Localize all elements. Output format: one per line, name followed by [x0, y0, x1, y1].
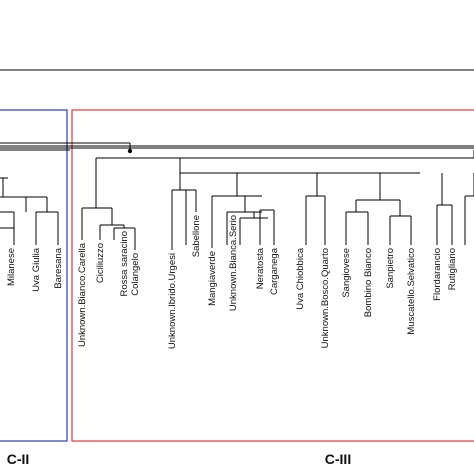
leaf-label: Baresana — [53, 247, 64, 288]
leaf-label: Rutigliano — [447, 248, 458, 290]
leaf-label: Carganega — [269, 247, 280, 295]
leaf-label: Milanese — [6, 248, 17, 286]
leaf-label: Sabellone — [191, 215, 202, 257]
c2-branches — [0, 177, 59, 245]
leaf-label: Bombino Bianco — [363, 248, 374, 317]
cluster-box-c3 — [71, 109, 474, 442]
group-label-c2: C-II — [7, 451, 30, 467]
leaf-label: Mangiaverde — [207, 251, 218, 306]
leaf-label: Unknown.Ibrido.Urgesi — [167, 253, 178, 349]
c3-leaf-labels: Unknown.Bianco.Carella Ciciliuzzo Rossa … — [77, 215, 458, 349]
c2-leaf-labels: Milanese Uva Giulia Baresana — [6, 247, 64, 292]
leaf-label: Rossa saracino — [119, 231, 130, 296]
leaf-label: Unknown.Bianca.Serio — [228, 215, 239, 311]
c3-branches — [81, 150, 474, 250]
leaf-label: Uva Giulia — [31, 247, 42, 292]
root-node-marker — [127, 148, 133, 154]
upper-branches — [0, 142, 474, 151]
leaf-label: Neratosta — [255, 247, 266, 289]
leaf-label: Flordarancio — [432, 248, 443, 301]
leaf-label: Colangelo — [130, 253, 141, 296]
cluster-box-c2 — [0, 109, 68, 442]
leaf-label: Sanpietro — [385, 248, 396, 289]
leaf-label: Unknown.Bianco.Carella — [77, 242, 88, 347]
leaf-label: Muscatello.Selvatico — [406, 248, 417, 335]
leaf-label: Ciciliuzzo — [95, 243, 106, 283]
group-label-c3: C-III — [325, 451, 351, 467]
leaf-label: Sangiovese — [341, 248, 352, 298]
leaf-label: Uva Chiobbica — [295, 247, 306, 309]
leaf-label: Unknown.Bosco.Quarto — [320, 248, 331, 348]
